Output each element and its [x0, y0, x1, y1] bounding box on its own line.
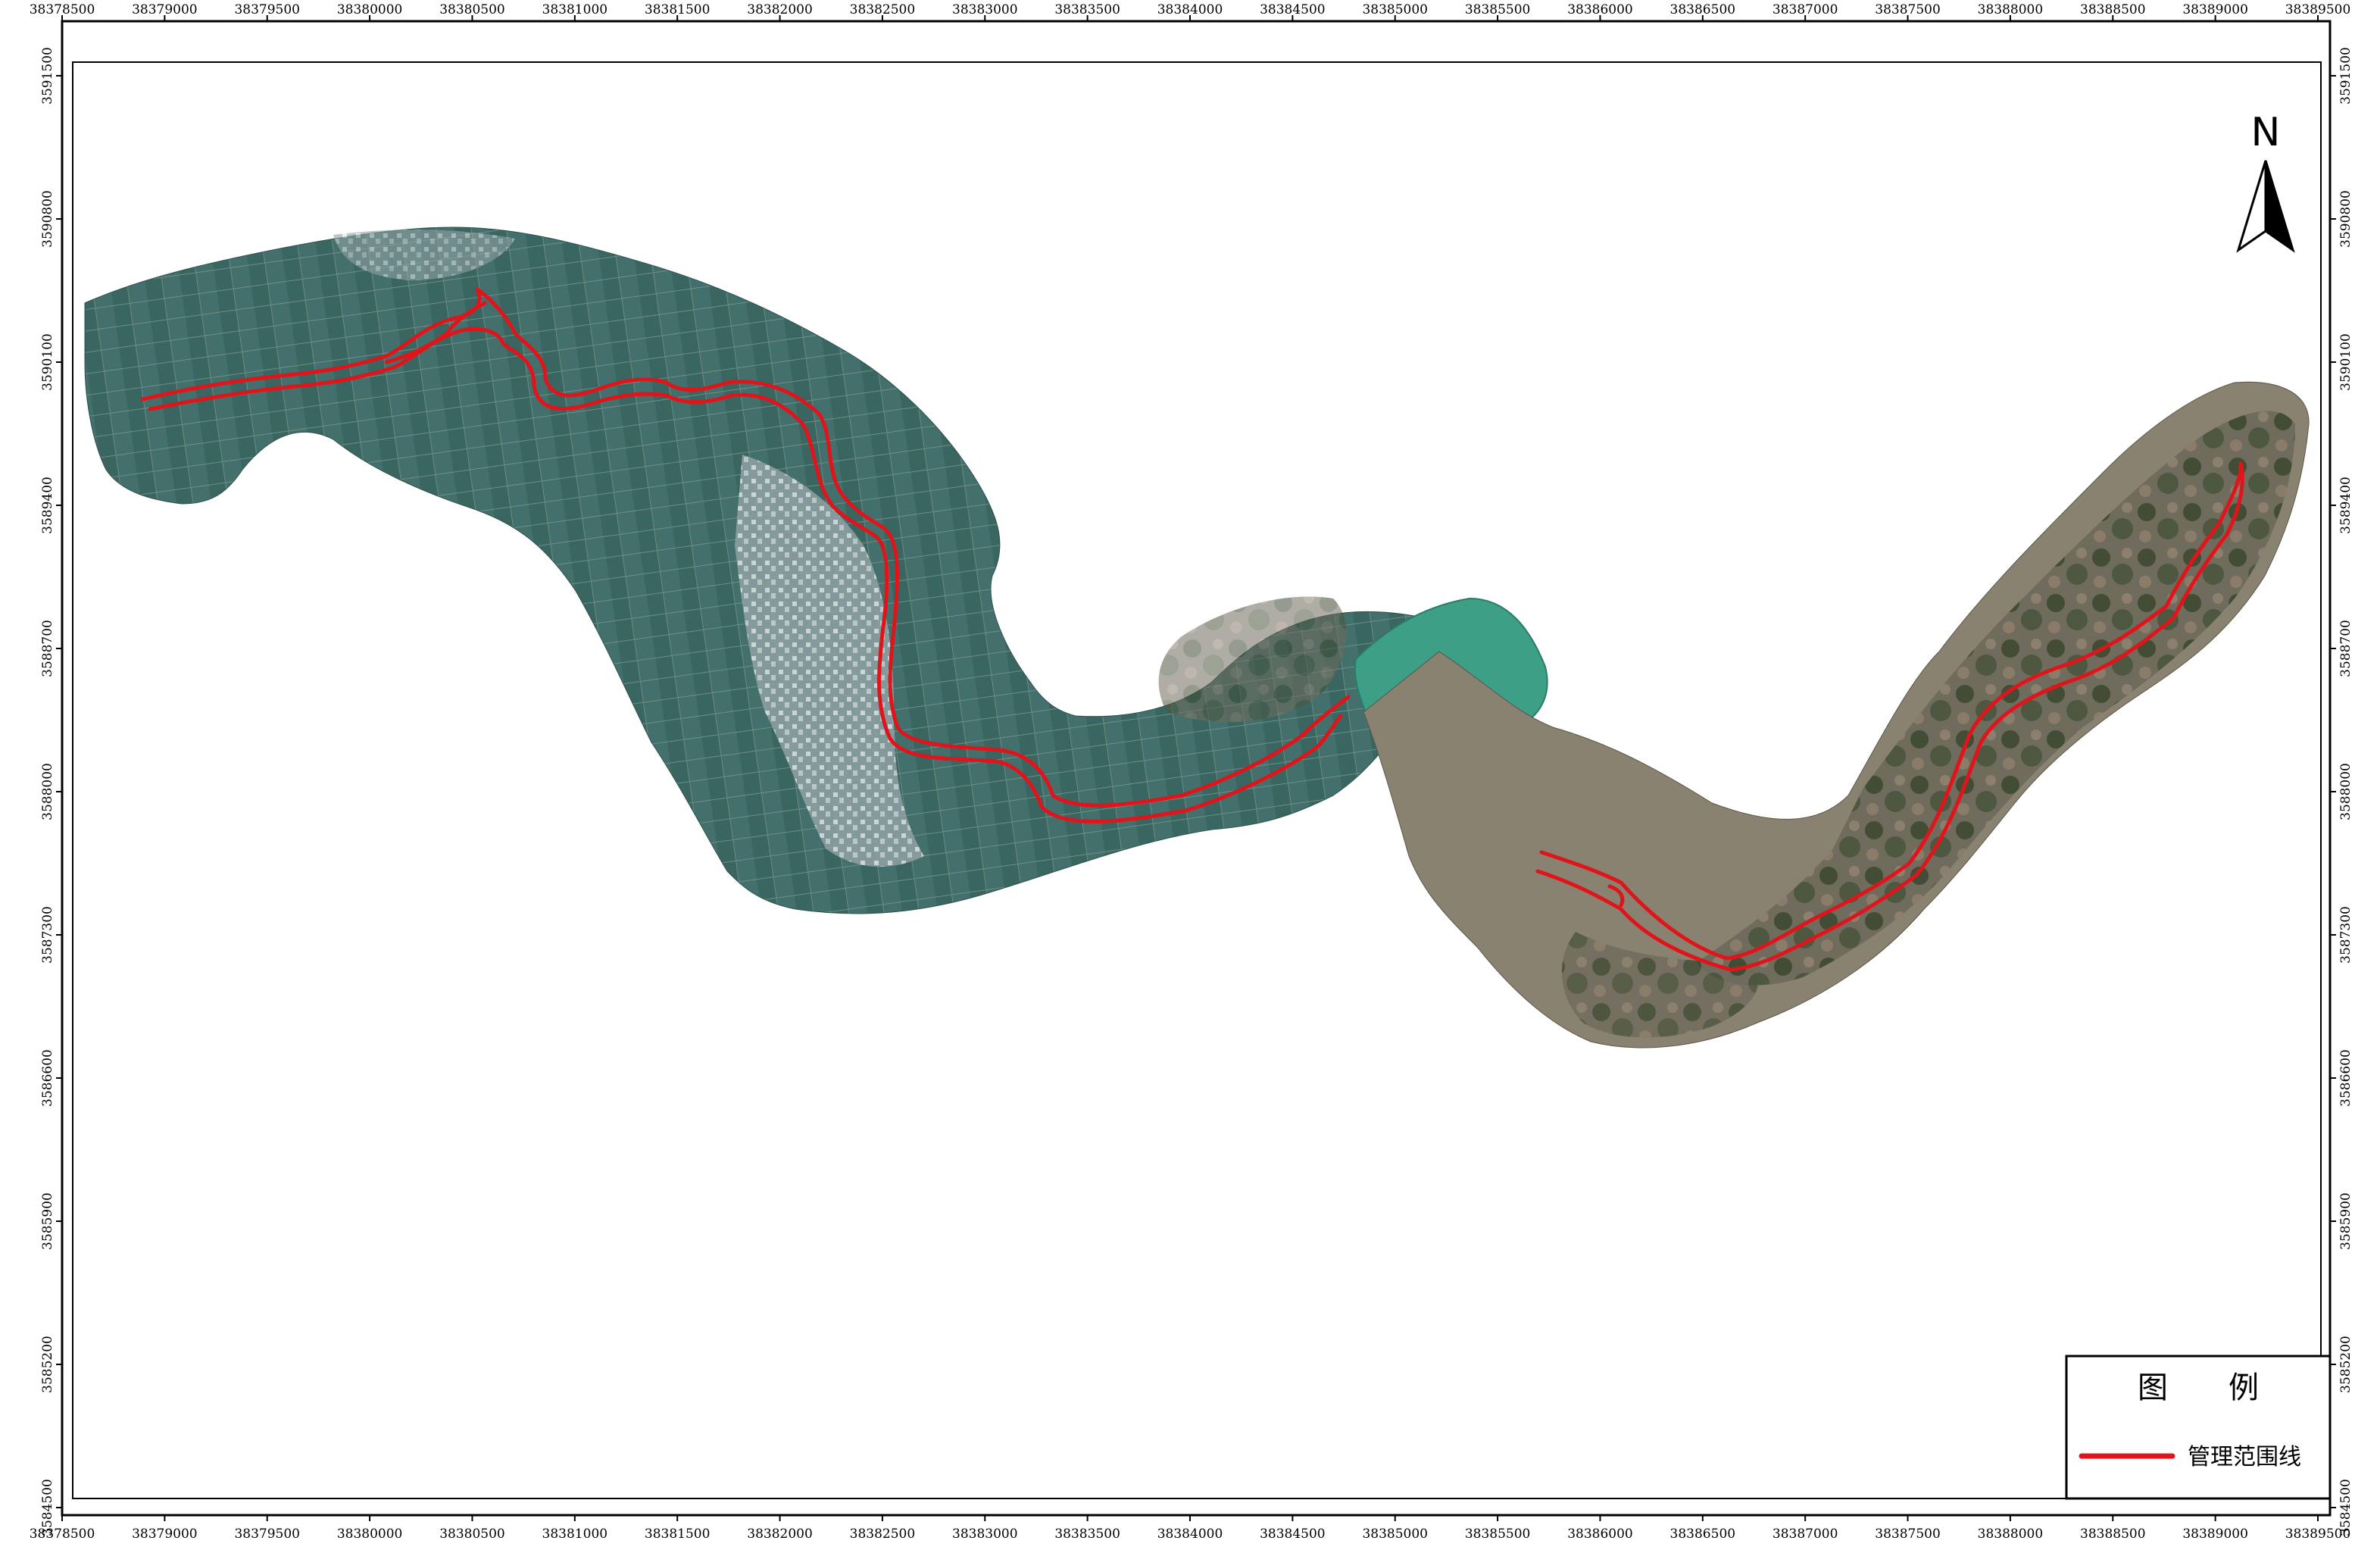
x-tick-label-bottom: 38379000	[132, 1527, 198, 1542]
x-tick-label-bottom: 38380000	[337, 1527, 403, 1542]
x-tick-label-top: 38385500	[1465, 2, 1531, 17]
imagery-town	[735, 455, 924, 867]
y-tick-label-right: 3586600	[2338, 1049, 2353, 1107]
legend-label-boundary: 管理范围线	[2188, 1444, 2301, 1470]
x-tick-label-top: 38387500	[1875, 2, 1941, 17]
x-tick-label-bottom: 38383500	[1054, 1527, 1120, 1542]
y-tick-label-right: 3584500	[2338, 1479, 2353, 1536]
x-tick-label-top: 38379500	[234, 2, 300, 17]
y-tick-label-right: 3590800	[2338, 190, 2353, 248]
x-tick-label-bottom: 38389500	[2285, 1527, 2351, 1542]
legend-title: 图 例	[2138, 1370, 2259, 1405]
y-tick-label-left: 3590100	[40, 333, 55, 391]
x-tick-label-bottom: 38385500	[1465, 1527, 1531, 1542]
x-tick-label-bottom: 38387500	[1875, 1527, 1941, 1542]
x-tick-label-bottom: 38388500	[2080, 1527, 2146, 1542]
x-tick-label-top: 38386500	[1670, 2, 1736, 17]
x-tick-label-bottom: 38387000	[1773, 1527, 1838, 1542]
x-tick-label-top: 38386000	[1567, 2, 1633, 17]
x-tick-label-top: 38389000	[2182, 2, 2248, 17]
y-tick-label-right: 3587300	[2338, 906, 2353, 964]
legend: 图 例 管理范围线	[2065, 1355, 2332, 1500]
y-tick-label-left: 3585200	[40, 1336, 55, 1393]
boundary-line-west-north	[140, 287, 1351, 808]
x-tick-label-bottom: 38381000	[542, 1527, 608, 1542]
x-tick-label-bottom: 38384500	[1260, 1527, 1326, 1542]
imagery-town-north	[333, 230, 515, 280]
x-tick-label-top: 38379000	[132, 2, 198, 17]
x-tick-label-top: 38381500	[645, 2, 711, 17]
y-tick-label-right: 3585200	[2338, 1336, 2353, 1393]
y-tick-label-left: 3584500	[40, 1479, 55, 1536]
x-tick-label-bottom: 38386500	[1670, 1527, 1736, 1542]
boundary-line-east-north	[1539, 461, 2243, 961]
x-tick-label-bottom: 38381500	[645, 1527, 711, 1542]
x-tick-label-bottom: 38383000	[952, 1527, 1018, 1542]
imagery-east-mountains	[1697, 411, 2295, 986]
boundary-line-west-inner	[384, 301, 487, 364]
boundary-line-west-south	[148, 327, 1343, 823]
x-axis-ticks-top: 38378500 38379000 38379500 38380000 38380500…	[30, 2, 2351, 21]
y-tick-label-left: 3585900	[40, 1192, 55, 1250]
boundary-line-east-inner	[1607, 884, 1625, 908]
y-tick-label-left: 3587300	[40, 906, 55, 964]
y-tick-label-left: 3586600	[40, 1049, 55, 1107]
y-axis-ticks-right: 3591500 3590800 3590100 3589400 3588700 35880…	[2330, 47, 2353, 1536]
north-arrow: N	[2236, 110, 2295, 253]
x-tick-label-top: 38381000	[542, 2, 608, 17]
y-tick-label-right: 3588700	[2338, 620, 2353, 677]
x-tick-label-top: 38389500	[2285, 2, 2351, 17]
x-tick-label-top: 38382000	[747, 2, 813, 17]
y-tick-label-left: 3589400	[40, 477, 55, 534]
north-arrow-icon-fill	[2264, 160, 2295, 253]
y-tick-label-left: 3591500	[40, 47, 55, 105]
x-tick-label-top: 38383500	[1054, 2, 1120, 17]
x-tick-label-top: 38383000	[952, 2, 1018, 17]
x-tick-label-top: 38388500	[2080, 2, 2146, 17]
imagery-east-valley	[1363, 381, 2310, 1048]
x-tick-label-top: 38382500	[850, 2, 916, 17]
y-tick-label-left: 3590800	[40, 190, 55, 248]
x-tick-label-top: 38388000	[1978, 2, 2044, 17]
x-tick-label-top: 38380000	[337, 2, 403, 17]
x-tick-label-bottom: 38380500	[439, 1527, 505, 1542]
management-boundary-lines	[140, 287, 2244, 972]
x-tick-label-top: 38378500	[30, 2, 95, 17]
x-tick-label-top: 38380500	[439, 2, 505, 17]
y-tick-label-left: 3588000	[40, 763, 55, 820]
y-tick-label-right: 3585900	[2338, 1192, 2353, 1250]
x-tick-label-bottom: 38385000	[1362, 1527, 1428, 1542]
x-tick-label-bottom: 38389000	[2182, 1527, 2248, 1542]
boundary-line-east-south	[1535, 461, 2244, 972]
map-frame-outer	[61, 20, 2332, 1517]
north-arrow-label: N	[2251, 110, 2281, 155]
imagery-mid-hills	[1158, 596, 1347, 723]
legend-box	[2065, 1355, 2332, 1500]
x-tick-label-bottom: 38384000	[1157, 1527, 1223, 1542]
y-tick-label-left: 3588700	[40, 620, 55, 677]
x-tick-label-top: 38384000	[1157, 2, 1223, 17]
x-tick-label-bottom: 38382000	[747, 1527, 813, 1542]
y-tick-label-right: 3590100	[2338, 333, 2353, 391]
y-axis-ticks-left: 3591500 3590800 3590100 3589400 3588700 35880…	[40, 47, 62, 1536]
x-tick-label-top: 38385000	[1362, 2, 1428, 17]
x-tick-label-bottom: 38388000	[1978, 1527, 2044, 1542]
x-axis-ticks-bottom: 38378500 38379000 38379500 38380000 38380500…	[30, 1515, 2351, 1542]
x-tick-label-bottom: 38378500	[30, 1527, 95, 1542]
x-tick-label-bottom: 38382500	[850, 1527, 916, 1542]
imagery-east-hills-south	[1561, 932, 1758, 1038]
y-tick-label-right: 3589400	[2338, 477, 2353, 534]
y-tick-label-right: 3591500	[2338, 47, 2353, 105]
x-tick-label-bottom: 38386000	[1567, 1527, 1633, 1542]
x-tick-label-top: 38387000	[1773, 2, 1838, 17]
y-tick-label-right: 3588000	[2338, 763, 2353, 820]
x-tick-label-bottom: 38379500	[234, 1527, 300, 1542]
x-tick-label-top: 38384500	[1260, 2, 1326, 17]
